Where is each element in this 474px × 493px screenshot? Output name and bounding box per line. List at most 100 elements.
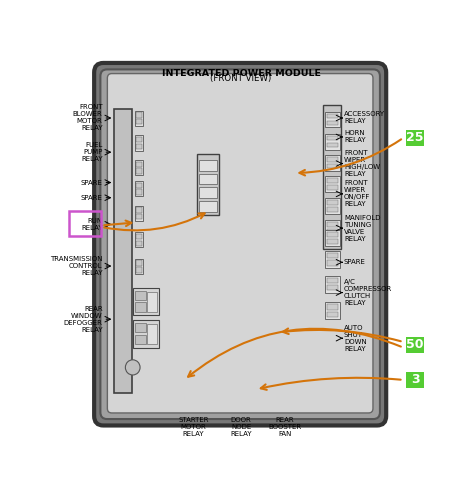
Bar (169, 189, 191, 213)
Bar (135, 259, 143, 274)
Bar (223, 238, 256, 264)
Bar (135, 291, 146, 300)
Bar (117, 159, 129, 177)
Bar (277, 365, 285, 375)
Bar (327, 164, 337, 169)
Bar (296, 182, 316, 204)
Bar (299, 185, 314, 201)
Bar (248, 102, 256, 112)
Bar (237, 378, 246, 387)
Bar (146, 105, 163, 121)
Bar (249, 159, 264, 174)
Bar (133, 288, 159, 316)
Text: ACCESSORY
RELAY: ACCESSORY RELAY (344, 111, 385, 125)
Bar (246, 131, 267, 152)
Bar (327, 142, 337, 147)
Bar (132, 287, 160, 316)
Bar (246, 97, 280, 128)
Bar (118, 111, 128, 117)
Bar (136, 182, 142, 188)
Bar (225, 184, 236, 193)
Bar (327, 253, 337, 258)
Bar (327, 312, 337, 317)
Bar (247, 365, 256, 375)
Bar (136, 207, 142, 212)
Bar (237, 365, 246, 375)
Bar (144, 189, 165, 213)
FancyBboxPatch shape (100, 70, 380, 419)
Bar (118, 144, 128, 151)
Bar (268, 102, 276, 112)
Bar (289, 102, 310, 124)
Bar (327, 157, 337, 162)
Bar (199, 160, 217, 171)
Bar (199, 201, 217, 212)
Bar (175, 173, 187, 182)
Bar (315, 102, 336, 124)
Bar (243, 321, 258, 332)
Bar (327, 260, 337, 266)
Bar (200, 306, 210, 316)
Text: 3: 3 (411, 373, 419, 387)
Bar (135, 206, 143, 221)
Bar (253, 184, 264, 193)
Bar (135, 323, 146, 332)
Bar (246, 156, 267, 177)
Bar (267, 365, 275, 375)
Bar (311, 335, 323, 346)
Bar (225, 195, 236, 204)
Bar (296, 335, 308, 346)
Bar (135, 322, 157, 345)
Bar (238, 184, 250, 193)
Bar (327, 207, 337, 212)
Text: FRONT
WIPER
HIGH/LOW
RELAY: FRONT WIPER HIGH/LOW RELAY (344, 150, 380, 177)
Bar (225, 253, 237, 262)
Bar (136, 234, 142, 239)
Bar (187, 306, 197, 316)
Text: HORN
RELAY: HORN RELAY (344, 131, 365, 143)
Bar (327, 185, 337, 190)
Bar (253, 195, 264, 204)
Bar (325, 230, 339, 246)
Bar (114, 108, 132, 393)
Bar (263, 238, 296, 264)
Bar (147, 324, 156, 344)
Bar (136, 214, 142, 219)
Bar (272, 182, 292, 204)
Bar (136, 112, 142, 118)
Text: INTEGRATED POWER MODULE: INTEGRATED POWER MODULE (162, 69, 320, 78)
Bar (144, 102, 165, 124)
Bar (327, 239, 337, 244)
Bar (118, 120, 128, 126)
Text: DOOR
NODE
RELAY: DOOR NODE RELAY (230, 417, 252, 437)
Bar (225, 308, 240, 319)
Bar (187, 317, 197, 327)
Bar (272, 156, 292, 177)
Bar (175, 317, 185, 327)
Bar (146, 133, 163, 149)
Bar (225, 134, 240, 149)
Text: TRANSMISSION
CONTROL
RELAY: TRANSMISSION CONTROL RELAY (50, 256, 102, 276)
Text: FUEL
PUMP
RELAY: FUEL PUMP RELAY (81, 142, 102, 162)
Bar (168, 243, 179, 266)
Bar (117, 231, 129, 249)
Bar (325, 198, 339, 214)
Bar (275, 134, 290, 149)
Bar (135, 160, 143, 176)
Bar (160, 161, 173, 171)
Bar (136, 241, 142, 246)
Bar (223, 131, 243, 152)
Bar (173, 291, 213, 329)
Bar (117, 286, 129, 304)
Bar (311, 321, 323, 332)
Bar (325, 111, 339, 128)
Bar (299, 159, 314, 174)
Text: A/C
COMPRESSOR
CLUTCH
RELAY: A/C COMPRESSOR CLUTCH RELAY (344, 279, 392, 306)
Bar (135, 303, 146, 312)
Bar (225, 159, 240, 174)
Bar (327, 200, 337, 205)
Bar (147, 292, 156, 312)
Bar (280, 242, 292, 251)
Bar (132, 319, 160, 348)
Bar (247, 378, 256, 387)
